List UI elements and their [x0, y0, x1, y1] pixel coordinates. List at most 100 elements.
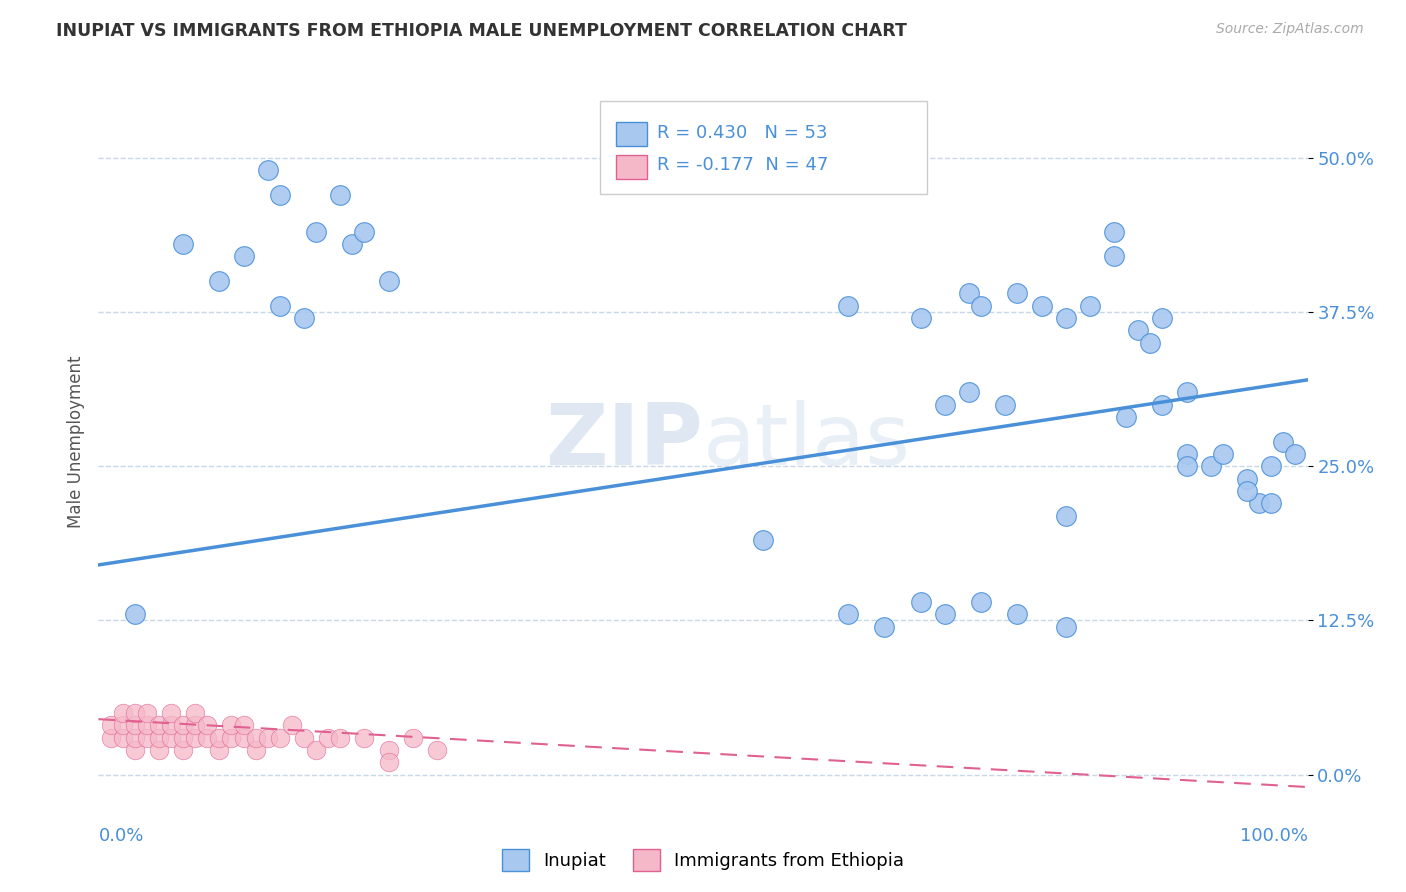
Point — [148, 731, 170, 745]
Point — [1115, 409, 1137, 424]
Y-axis label: Male Unemployment: Male Unemployment — [66, 355, 84, 528]
Point — [1054, 508, 1077, 523]
Point — [910, 595, 932, 609]
Text: 100.0%: 100.0% — [1240, 827, 1308, 845]
Point — [184, 731, 207, 745]
Point — [970, 299, 993, 313]
Point — [329, 731, 352, 745]
Point — [1249, 496, 1271, 510]
Point — [957, 286, 980, 301]
Point — [208, 731, 231, 745]
Point — [221, 718, 243, 732]
Point — [1260, 496, 1282, 510]
Point — [316, 731, 339, 745]
Point — [281, 718, 304, 732]
Point — [910, 311, 932, 326]
Legend: Inupiat, Immigrants from Ethiopia: Inupiat, Immigrants from Ethiopia — [495, 842, 911, 879]
Point — [1102, 225, 1125, 239]
Point — [1078, 299, 1101, 313]
Point — [837, 607, 859, 622]
Point — [124, 607, 146, 622]
Point — [232, 718, 254, 732]
Point — [160, 731, 183, 745]
Point — [269, 187, 291, 202]
Point — [1128, 324, 1150, 338]
Point — [1007, 286, 1029, 301]
Point — [256, 163, 278, 178]
Point — [957, 385, 980, 400]
Point — [994, 398, 1017, 412]
FancyBboxPatch shape — [616, 154, 647, 178]
Point — [111, 731, 134, 745]
Point — [342, 237, 364, 252]
Point — [1031, 299, 1053, 313]
Point — [172, 731, 194, 745]
Point — [752, 533, 775, 548]
Point — [1139, 335, 1161, 350]
Point — [245, 731, 267, 745]
Point — [934, 607, 956, 622]
Text: 0.0%: 0.0% — [98, 827, 143, 845]
Point — [172, 237, 194, 252]
Point — [111, 706, 134, 720]
Point — [232, 250, 254, 264]
Point — [292, 731, 315, 745]
Point — [135, 718, 157, 732]
Point — [256, 731, 278, 745]
Point — [195, 718, 218, 732]
Point — [1260, 459, 1282, 474]
Point — [873, 619, 896, 633]
Point — [1102, 250, 1125, 264]
FancyBboxPatch shape — [616, 122, 647, 146]
Point — [377, 743, 399, 757]
Point — [353, 731, 375, 745]
Point — [426, 743, 449, 757]
Point — [208, 743, 231, 757]
Point — [1054, 311, 1077, 326]
FancyBboxPatch shape — [600, 101, 927, 194]
Point — [124, 731, 146, 745]
Point — [245, 743, 267, 757]
Point — [172, 718, 194, 732]
Point — [292, 311, 315, 326]
Text: atlas: atlas — [703, 400, 911, 483]
Point — [160, 718, 183, 732]
Text: INUPIAT VS IMMIGRANTS FROM ETHIOPIA MALE UNEMPLOYMENT CORRELATION CHART: INUPIAT VS IMMIGRANTS FROM ETHIOPIA MALE… — [56, 22, 907, 40]
Point — [377, 274, 399, 288]
Point — [148, 718, 170, 732]
Point — [1152, 398, 1174, 412]
Text: ZIP: ZIP — [546, 400, 703, 483]
Point — [305, 743, 328, 757]
Point — [184, 718, 207, 732]
Point — [100, 731, 122, 745]
Point — [1152, 311, 1174, 326]
Point — [1175, 447, 1198, 461]
Text: R = 0.430   N = 53: R = 0.430 N = 53 — [657, 124, 828, 142]
Point — [221, 731, 243, 745]
Point — [160, 706, 183, 720]
Point — [1054, 619, 1077, 633]
Point — [232, 731, 254, 745]
Point — [135, 706, 157, 720]
Point — [837, 299, 859, 313]
Point — [111, 718, 134, 732]
Text: R = -0.177  N = 47: R = -0.177 N = 47 — [657, 156, 828, 174]
Point — [1175, 459, 1198, 474]
Point — [184, 706, 207, 720]
Point — [269, 299, 291, 313]
Point — [1284, 447, 1306, 461]
Point — [195, 731, 218, 745]
Point — [970, 595, 993, 609]
Point — [1199, 459, 1222, 474]
Point — [269, 731, 291, 745]
Point — [1212, 447, 1234, 461]
Point — [305, 225, 328, 239]
Point — [172, 743, 194, 757]
Point — [377, 756, 399, 770]
Point — [100, 718, 122, 732]
Point — [148, 743, 170, 757]
Point — [353, 225, 375, 239]
Point — [329, 187, 352, 202]
Text: Source: ZipAtlas.com: Source: ZipAtlas.com — [1216, 22, 1364, 37]
Point — [208, 274, 231, 288]
